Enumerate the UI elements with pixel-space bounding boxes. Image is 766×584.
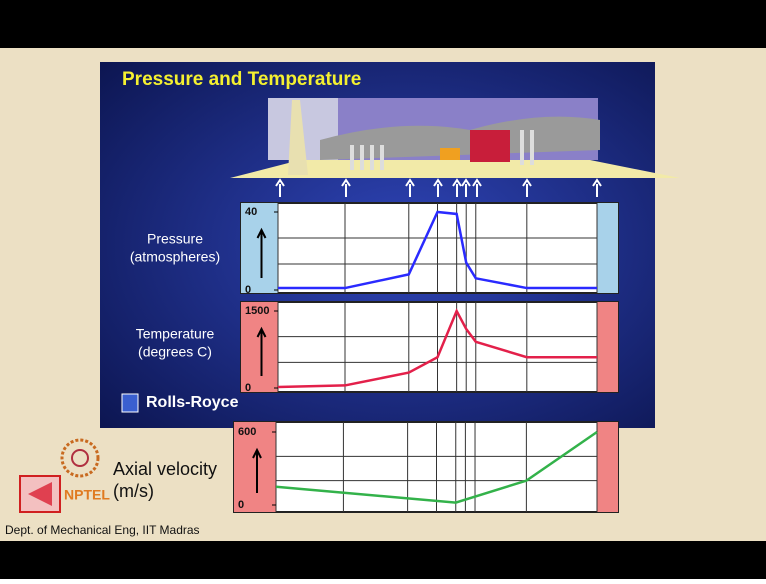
y-label: Pressure: [147, 231, 203, 247]
y-tick-label: 0: [245, 382, 251, 394]
slide-title: Pressure and Temperature: [122, 69, 361, 90]
logo-text: NPTEL: [64, 487, 110, 503]
y-label: (degrees C): [138, 344, 212, 360]
plot-area: [234, 422, 618, 512]
plot-area: [241, 203, 618, 293]
brand-name: Rolls-Royce: [146, 394, 239, 411]
y-tick-label: 0: [238, 499, 244, 511]
plot-area: [241, 302, 618, 392]
top-bar: [0, 0, 766, 48]
y-tick-label: 0: [245, 284, 251, 296]
screen: Pressure and Temperature Rolls-Royce NPT…: [0, 0, 766, 579]
y-label: Axial velocity: [113, 459, 217, 479]
y-label: Temperature: [136, 326, 215, 342]
end-panel: [597, 203, 618, 293]
y-label: (m/s): [113, 481, 154, 501]
end-panel: [597, 302, 618, 392]
footer: Dept. of Mechanical Eng, IIT Madras: [5, 523, 200, 537]
bottom-bar: [0, 541, 766, 579]
back-button[interactable]: [20, 476, 60, 512]
y-tick-label: 40: [245, 206, 257, 218]
y-tick-label: 1500: [245, 305, 269, 317]
end-panel: [597, 422, 618, 512]
y-tick-label: 600: [238, 426, 256, 438]
y-label: (atmospheres): [130, 249, 220, 265]
